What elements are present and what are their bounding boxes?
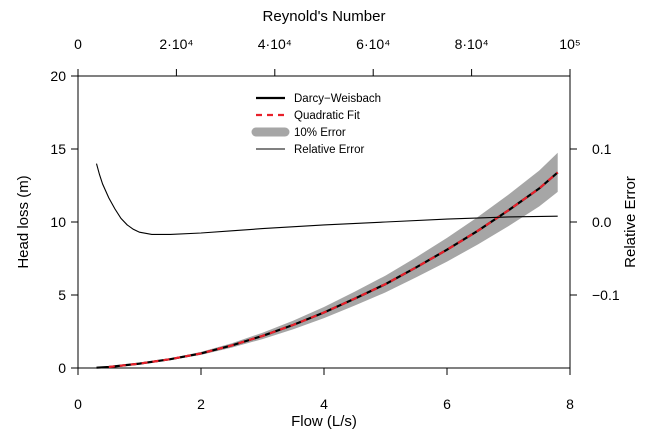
x2-tick-label: 2·10⁴ xyxy=(159,36,193,52)
quadratic-fit-line xyxy=(108,171,559,369)
axes-layer: 0 2 4 6 8 0 5 10 15 20 −0.1 0.0 0.1 0 2·10⁴ 4·10⁴ 6·10⁴ 8… xyxy=(50,36,619,412)
x2-axis-title: Reynold's Number xyxy=(263,8,386,25)
x2-tick-label: 4·10⁴ xyxy=(258,36,292,52)
legend: Darcy−Weisbach Quadratic Fit 10% Error Rela… xyxy=(251,93,381,156)
x2-tick-label: 10⁵ xyxy=(559,36,580,52)
x2-tick-label: 8·10⁴ xyxy=(455,36,489,52)
y2-tick-label: −0.1 xyxy=(592,287,620,303)
y-tick-label: 15 xyxy=(50,141,66,157)
legend-label: 10% Error xyxy=(294,127,346,139)
x-tick-label: 8 xyxy=(566,396,574,412)
error-band-layer xyxy=(96,152,558,368)
legend-label: Relative Error xyxy=(294,144,364,156)
series-lines-layer xyxy=(95,163,559,369)
relative-error-line xyxy=(95,163,558,235)
x2-tick-label: 0 xyxy=(74,36,82,52)
x2-tick-label: 6·10⁴ xyxy=(356,36,390,52)
error-band xyxy=(96,152,558,368)
x-axis-title: Flow (L/s) xyxy=(291,413,357,430)
x-tick-label: 0 xyxy=(74,396,82,412)
y-axis-title: Head loss (m) xyxy=(15,175,32,268)
legend-label: Quadratic Fit xyxy=(294,110,361,122)
y2-tick-label: 0.0 xyxy=(592,214,612,230)
legend-label: Darcy−Weisbach xyxy=(294,93,381,105)
y2-axis-title: Relative Error xyxy=(622,176,639,268)
x-tick-label: 2 xyxy=(197,396,205,412)
x-tick-label: 4 xyxy=(320,396,328,412)
y-tick-label: 0 xyxy=(58,360,66,376)
y-tick-label: 20 xyxy=(50,68,66,84)
x-tick-label: 6 xyxy=(443,396,451,412)
darcy-weisbach-line xyxy=(96,171,559,369)
y2-tick-label: 0.1 xyxy=(592,141,612,157)
y-tick-label: 5 xyxy=(58,287,66,303)
y-tick-label: 10 xyxy=(50,214,66,230)
